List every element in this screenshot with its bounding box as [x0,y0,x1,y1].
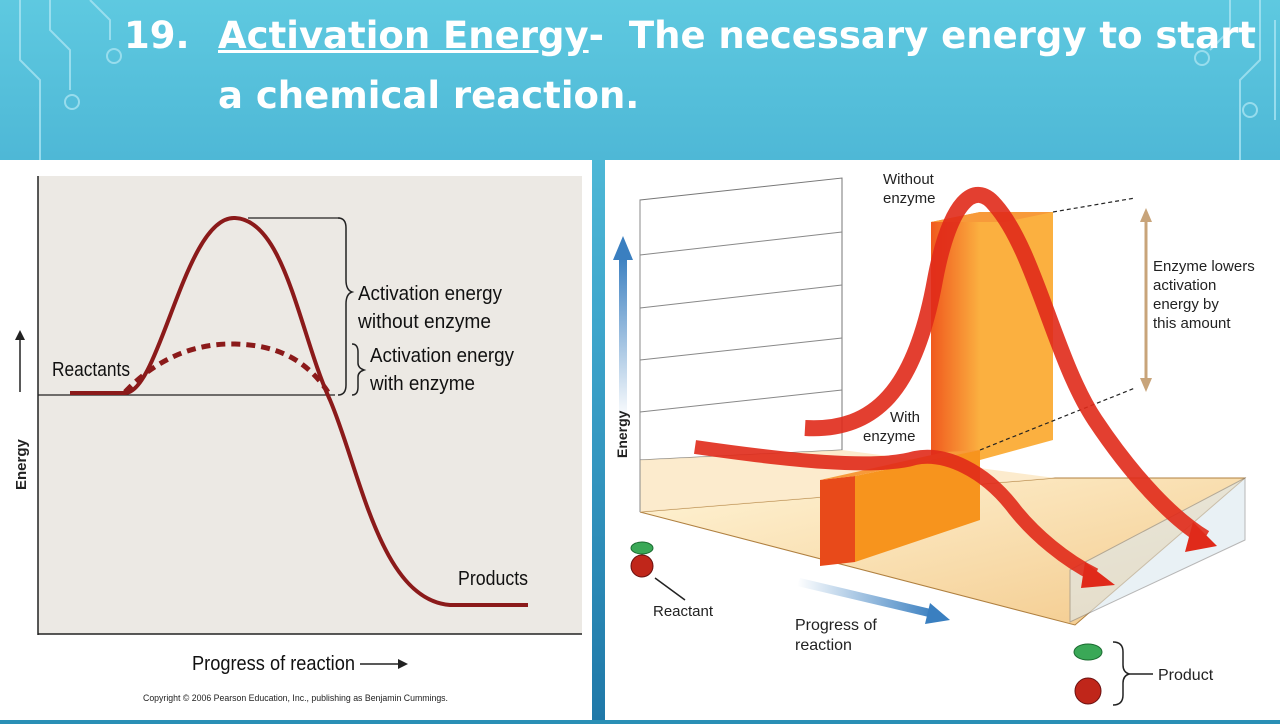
brace-without-enzyme [337,217,355,396]
reactant-molecule-red [630,554,654,578]
glass-side [1069,477,1246,623]
y-axis-label: Energy [614,410,630,458]
reactant-molecule-green [630,541,654,555]
ea-without-label-1: Activation energy [358,283,502,305]
amount-arrow-bottom [1140,378,1152,392]
arrow-with-enzyme-head [1081,562,1115,588]
slide-title: 19. Activation Energy- The necessary ene… [0,0,1280,158]
product-label: Product [1158,667,1214,684]
back-wall [639,177,843,461]
reactant-label: Reactant [653,603,714,620]
without-enzyme-label-1: Without [883,171,935,188]
ea-with-label-1: Activation energy [370,345,514,367]
term: Activation Energy [218,14,589,57]
guide-line-top [1052,197,1136,213]
energy-diagram-2d: Energy Progress of reaction Reactants Pr… [0,160,592,720]
block-with-enzyme-front [820,476,855,566]
with-enzyme-label-1: With [890,409,920,426]
lowers-label-3: energy by [1153,296,1219,313]
with-enzyme-label-2: enzyme [863,428,916,445]
without-enzyme-label-2: enzyme [883,190,936,207]
y-axis-label: Energy [13,438,30,490]
lowers-label-1: Enzyme lowers [1153,258,1255,275]
ea-with-label-2: with enzyme [369,373,475,395]
product-brace [1112,641,1132,706]
product-molecule-red [1074,677,1102,705]
x-axis-label-1: Progress of [795,617,877,634]
products-label: Products [458,568,528,590]
x-arrow-head [398,659,408,669]
amount-arrow-top [1140,208,1152,222]
curve-with-enzyme [123,341,331,394]
x-arrow-head [925,603,950,624]
y-arrow-shaft [619,255,627,420]
term-dash: - [588,14,604,57]
arrow-without-enzyme-head [1185,522,1217,552]
arrow-with-enzyme [693,440,1099,582]
circuit-decoration [19,0,1276,160]
slide-number: 19. [124,14,190,57]
definition-text-1: The necessary energy to start [628,14,1256,57]
brace-with-enzyme [351,343,367,396]
block-with-enzyme-side [855,450,980,562]
arrow-without-enzyme [804,187,1210,545]
x-axis-label-2: reaction [795,637,852,654]
reactant-pointer [654,577,686,601]
lowers-label-4: this amount [1153,315,1231,332]
x-arrow-shaft [797,578,935,618]
definition-line-1: Activation Energy- The necessary energy … [218,14,1256,57]
reactants-label: Reactants [52,359,130,381]
y-arrow-head [613,236,633,260]
product-molecule-green [1073,643,1103,661]
definition-line-2: a chemical reaction. [218,74,640,117]
ea-without-label-2: without enzyme [357,311,491,333]
curve-without-enzyme [70,215,528,607]
wall-gridlines [639,231,843,413]
energy-diagram-3d: Energy Progress of reaction Without enzy… [605,160,1280,720]
y-arrow-head [15,330,25,340]
copyright-notice: Copyright © 2006 Pearson Education, Inc.… [143,693,448,703]
lowers-label-2: activation [1153,277,1216,294]
plot-area [38,176,582,634]
x-axis-label: Progress of reaction [192,653,355,675]
